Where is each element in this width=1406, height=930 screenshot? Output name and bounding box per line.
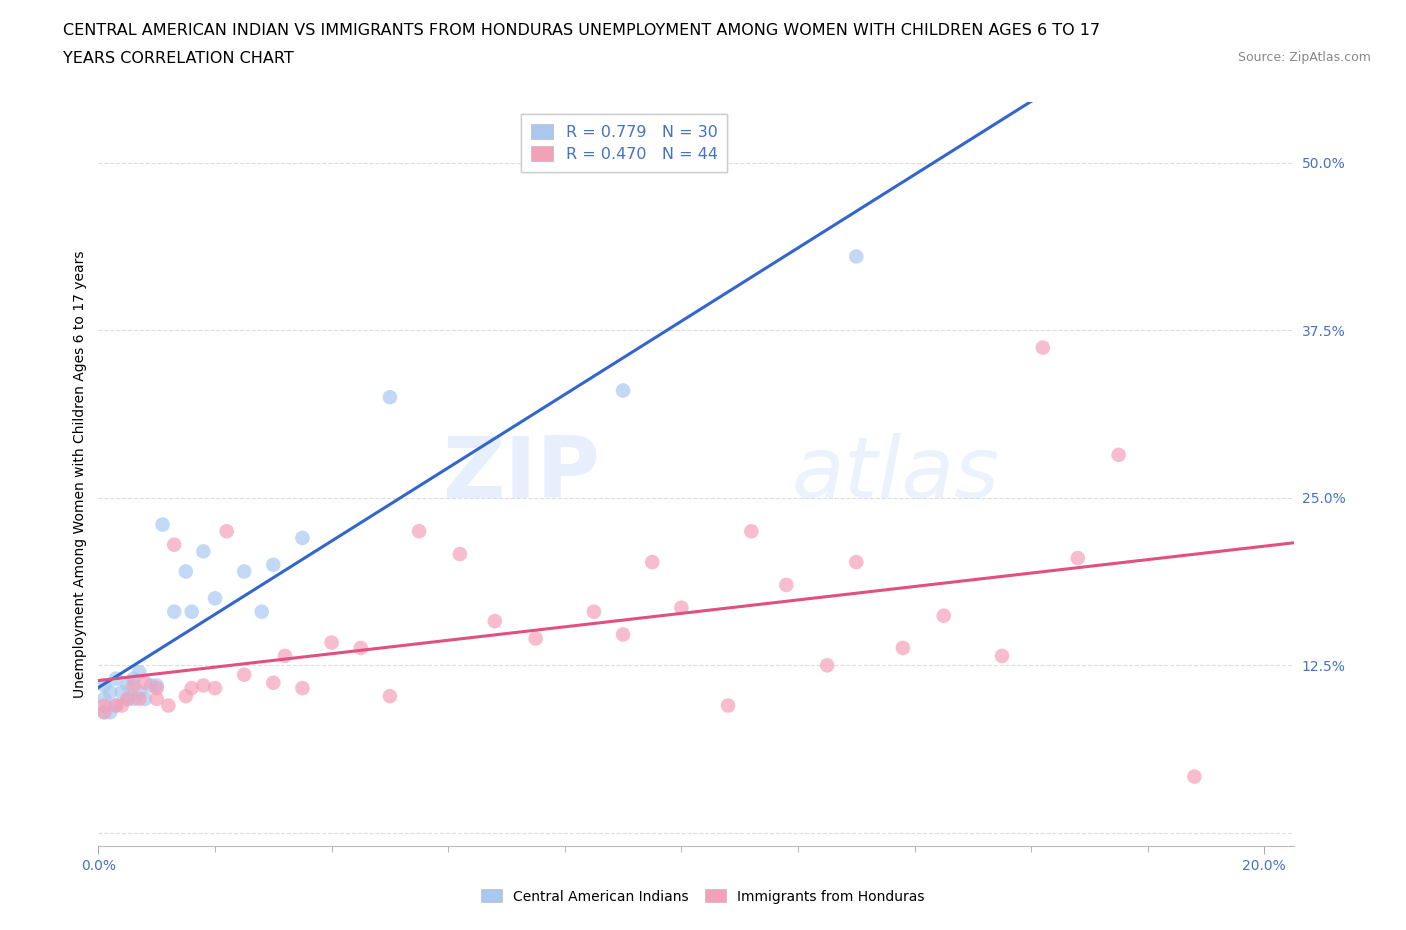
Point	[139, 678, 162, 693]
Point	[134, 691, 156, 706]
Point	[128, 691, 150, 706]
Point	[117, 678, 139, 693]
Point	[122, 678, 145, 693]
Point	[180, 604, 202, 619]
Point	[612, 627, 634, 642]
Point	[233, 565, 256, 579]
Point	[1108, 447, 1130, 462]
Point	[484, 614, 506, 629]
Point	[93, 705, 115, 720]
Point	[671, 600, 693, 615]
Point	[180, 681, 202, 696]
Point	[1067, 551, 1090, 565]
Point	[117, 691, 139, 706]
Legend: R = 0.779   N = 30, R = 0.470   N = 44: R = 0.779 N = 30, R = 0.470 N = 44	[522, 114, 727, 172]
Text: YEARS CORRELATION CHART: YEARS CORRELATION CHART	[63, 51, 294, 66]
Point	[274, 648, 297, 663]
Text: Source: ZipAtlas.com: Source: ZipAtlas.com	[1237, 51, 1371, 64]
Point	[291, 681, 314, 696]
Text: ZIP: ZIP	[443, 432, 600, 516]
Point	[93, 678, 115, 693]
Point	[321, 635, 343, 650]
Point	[104, 698, 127, 713]
Point	[163, 538, 186, 552]
Point	[350, 641, 373, 656]
Point	[193, 544, 215, 559]
Point	[117, 691, 139, 706]
Point	[262, 675, 284, 690]
Point	[204, 591, 226, 605]
Point	[717, 698, 740, 713]
Point	[93, 698, 115, 713]
Point	[104, 671, 127, 686]
Point	[111, 698, 134, 713]
Point	[932, 608, 955, 623]
Y-axis label: Unemployment Among Women with Children Ages 6 to 17 years: Unemployment Among Women with Children A…	[73, 250, 87, 698]
Point	[93, 705, 115, 720]
Point	[98, 684, 121, 699]
Point	[845, 554, 868, 569]
Point	[157, 698, 180, 713]
Point	[991, 648, 1014, 663]
Point	[111, 684, 134, 699]
Point	[233, 667, 256, 682]
Point	[93, 691, 115, 706]
Point	[250, 604, 273, 619]
Point	[128, 684, 150, 699]
Point	[815, 658, 838, 672]
Legend: Central American Indians, Immigrants from Honduras: Central American Indians, Immigrants fro…	[475, 884, 931, 910]
Point	[1032, 340, 1054, 355]
Point	[524, 631, 547, 646]
Point	[612, 383, 634, 398]
Point	[174, 689, 197, 704]
Point	[152, 517, 174, 532]
Point	[204, 681, 226, 696]
Point	[145, 681, 167, 696]
Point	[128, 665, 150, 680]
Point	[408, 524, 430, 538]
Point	[122, 691, 145, 706]
Point	[145, 678, 167, 693]
Point	[641, 554, 664, 569]
Point	[104, 698, 127, 713]
Point	[163, 604, 186, 619]
Text: CENTRAL AMERICAN INDIAN VS IMMIGRANTS FROM HONDURAS UNEMPLOYMENT AMONG WOMEN WIT: CENTRAL AMERICAN INDIAN VS IMMIGRANTS FR…	[63, 23, 1101, 38]
Point	[891, 641, 914, 656]
Point	[378, 689, 401, 704]
Point	[1184, 769, 1206, 784]
Point	[378, 390, 401, 405]
Point	[174, 565, 197, 579]
Point	[582, 604, 605, 619]
Text: atlas: atlas	[792, 432, 1000, 516]
Point	[740, 524, 762, 538]
Point	[215, 524, 238, 538]
Point	[262, 557, 284, 572]
Point	[449, 547, 471, 562]
Point	[98, 705, 121, 720]
Point	[145, 691, 167, 706]
Point	[193, 678, 215, 693]
Point	[291, 530, 314, 545]
Point	[845, 249, 868, 264]
Point	[122, 671, 145, 686]
Point	[134, 675, 156, 690]
Point	[775, 578, 797, 592]
